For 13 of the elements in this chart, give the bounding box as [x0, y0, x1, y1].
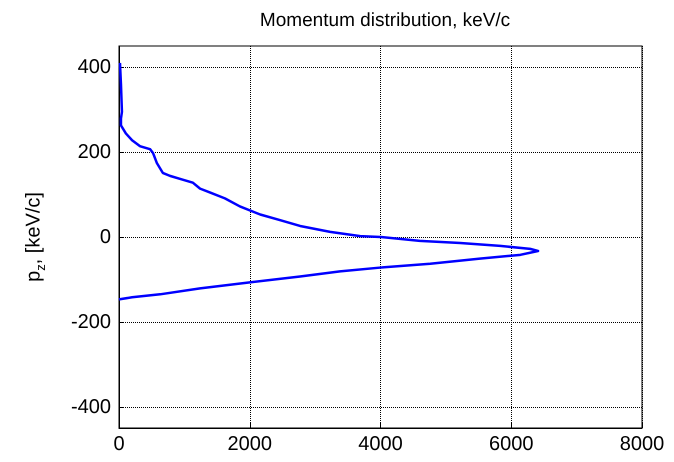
x-tick-label: 0: [113, 433, 125, 455]
y-tick-label: -200: [70, 310, 111, 333]
y-tick-label: -400: [70, 396, 111, 418]
x-tick-label: 8000: [620, 433, 664, 455]
y-tick-label: 400: [78, 56, 111, 78]
x-tick-label: 2000: [228, 433, 272, 455]
line-series: [118, 62, 540, 301]
y-axis-title: pz, [keV/c]: [22, 192, 48, 282]
y-tick-label: 200: [78, 141, 111, 164]
y-tick-label: 0: [100, 226, 111, 248]
x-tick-label: 6000: [489, 433, 534, 455]
x-tick-label: 4000: [358, 433, 403, 455]
chart-title: Momentum distribution, keV/c: [260, 10, 510, 31]
